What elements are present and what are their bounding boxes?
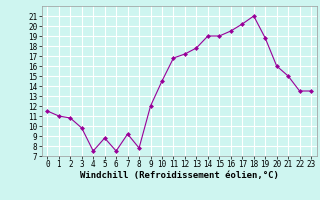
X-axis label: Windchill (Refroidissement éolien,°C): Windchill (Refroidissement éolien,°C) (80, 171, 279, 180)
